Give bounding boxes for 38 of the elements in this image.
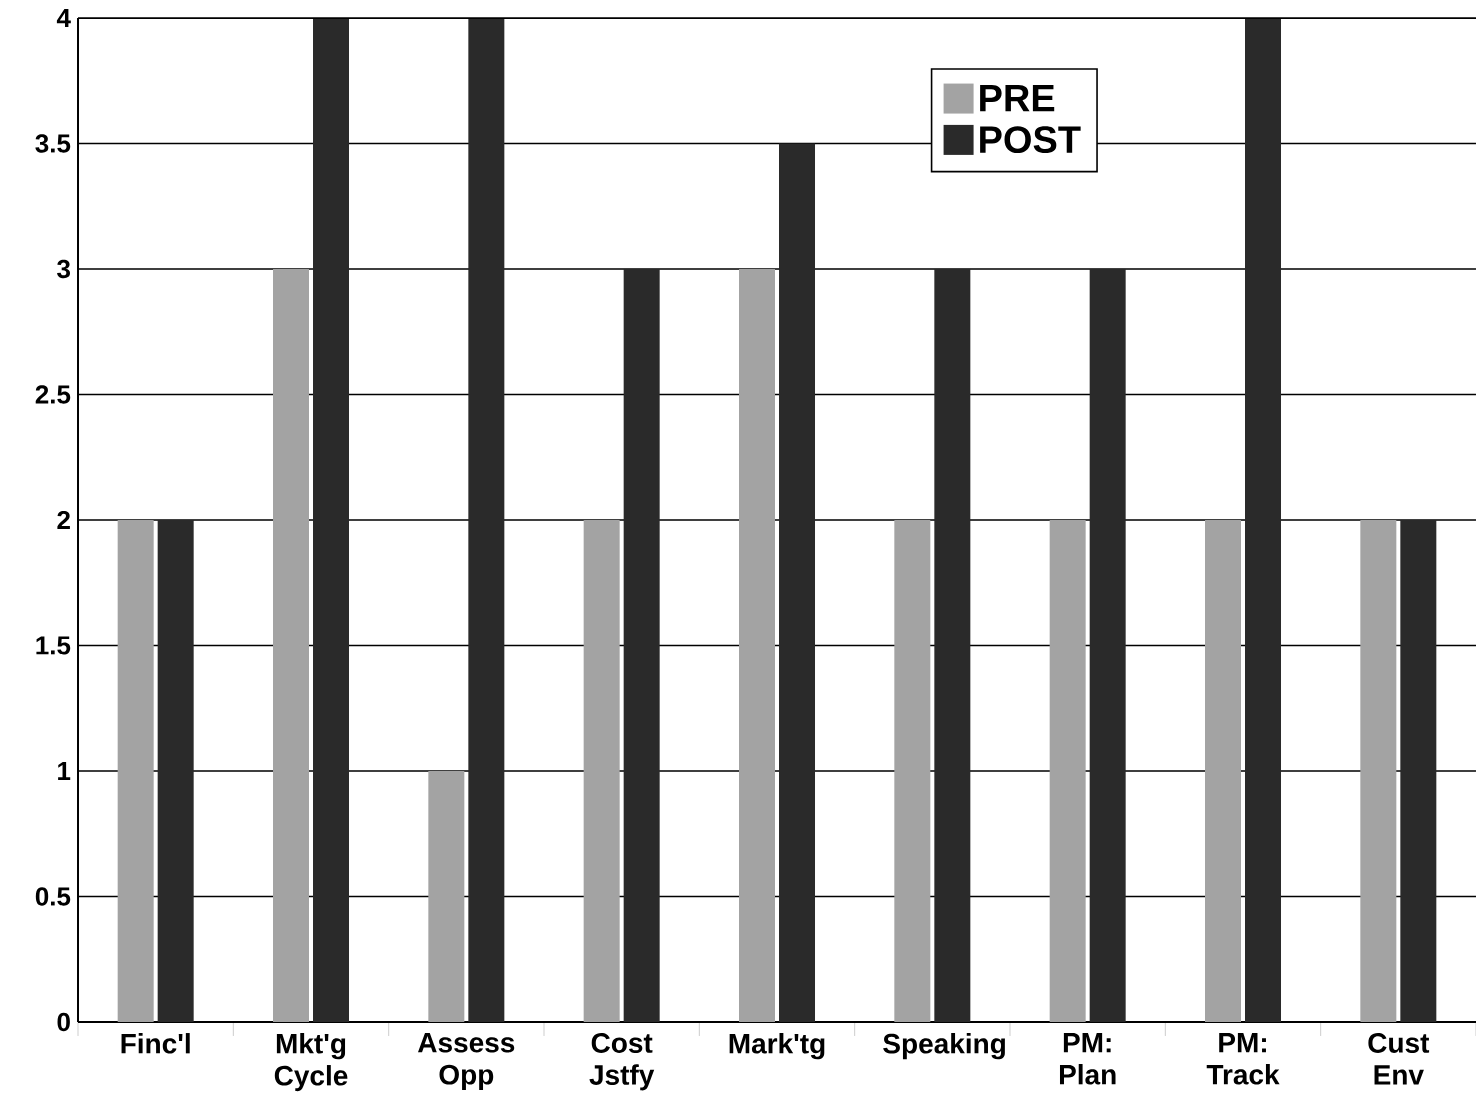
bar [739,268,776,1022]
bar [894,519,931,1022]
bar [273,268,309,1022]
y-tick-label: 0 [57,1012,70,1032]
x-tick-label: Mkt'g Cycle [274,1033,348,1092]
y-tick-label: 2 [57,510,70,530]
x-tick-label: Finc'l [121,1033,190,1054]
y-tick-label: 3 [57,259,70,279]
y-tick-label: 1 [58,762,71,780]
x-tick-label: Cust Env [1368,1033,1430,1085]
y-tick-label: 4 [56,9,71,27]
bar [623,268,660,1022]
bar [313,17,349,1022]
bar [157,519,194,1022]
x-tick-label: PM: Track [1206,1033,1280,1085]
x-tick-label: Cost Jstfy [589,1033,655,1091]
bar [1049,519,1086,1022]
bar [468,17,505,1022]
legend-label: PRE [980,85,1055,112]
bar [117,519,154,1022]
bar [779,143,816,1022]
x-tick-label: Assess Opp [417,1033,515,1091]
bar [1400,519,1437,1022]
y-tick-label: 1.5 [36,636,71,655]
bar [1360,519,1397,1022]
x-tick-label: Speaking [883,1033,1005,1060]
x-tick-label: Mark'tg [729,1033,825,1060]
bar [1089,268,1126,1022]
bar [934,268,971,1022]
bar [1205,519,1241,1022]
legend-label: POST [980,126,1081,154]
bar [583,519,620,1022]
y-tick-label: 2.5 [35,385,71,404]
x-tick-label: PM: Plan [1059,1033,1116,1085]
bar [428,770,465,1022]
bar [1245,17,1281,1022]
y-tick-label: 0.5 [35,887,71,906]
y-tick-label: 3.5 [35,134,71,153]
